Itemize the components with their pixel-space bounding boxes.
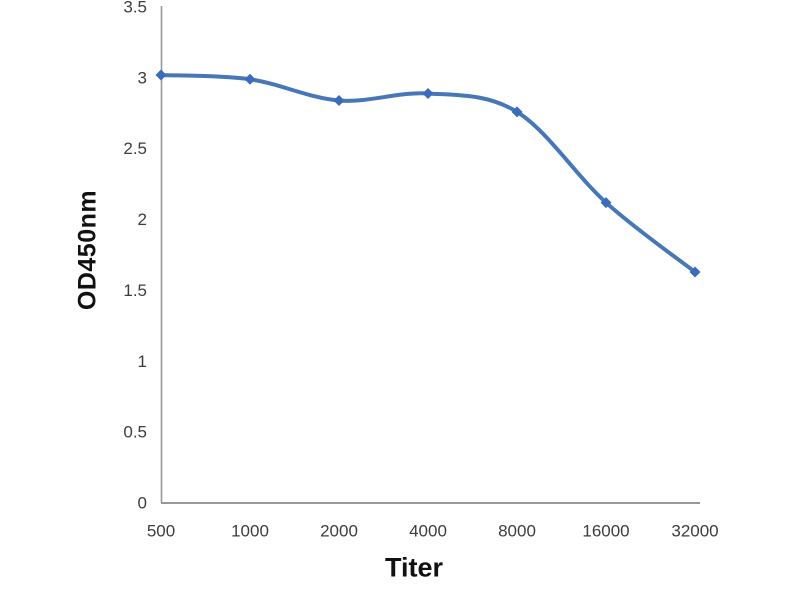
y-tick-label: 3.5 <box>123 0 147 17</box>
x-tick-label: 32000 <box>671 522 718 541</box>
x-tick-label: 16000 <box>582 522 629 541</box>
series-line <box>159 73 697 275</box>
y-tick-label: 0 <box>138 494 147 513</box>
y-tick-label: 0.5 <box>123 423 147 442</box>
y-tick-label: 2.5 <box>123 139 147 158</box>
y-tick-label: 1.5 <box>123 281 147 300</box>
x-tick-label: 1000 <box>231 522 269 541</box>
data-point-marker <box>333 95 345 107</box>
data-point-marker <box>600 197 612 209</box>
y-tick-label: 1 <box>138 352 147 371</box>
x-tick-label: 2000 <box>320 522 358 541</box>
data-point-marker <box>511 106 523 118</box>
x-tick-label: 8000 <box>498 522 536 541</box>
x-axis-title: Titer <box>384 552 444 583</box>
data-point-marker <box>155 69 167 81</box>
x-tick-label: 4000 <box>409 522 447 541</box>
x-tick-label: 500 <box>147 522 175 541</box>
y-axis-title: OD450nm <box>73 189 102 311</box>
data-point-marker <box>244 73 256 85</box>
data-point-marker <box>422 87 434 99</box>
y-tick-label: 2 <box>138 210 147 229</box>
data-point-marker <box>689 266 701 278</box>
y-tick-label: 3 <box>138 68 147 87</box>
